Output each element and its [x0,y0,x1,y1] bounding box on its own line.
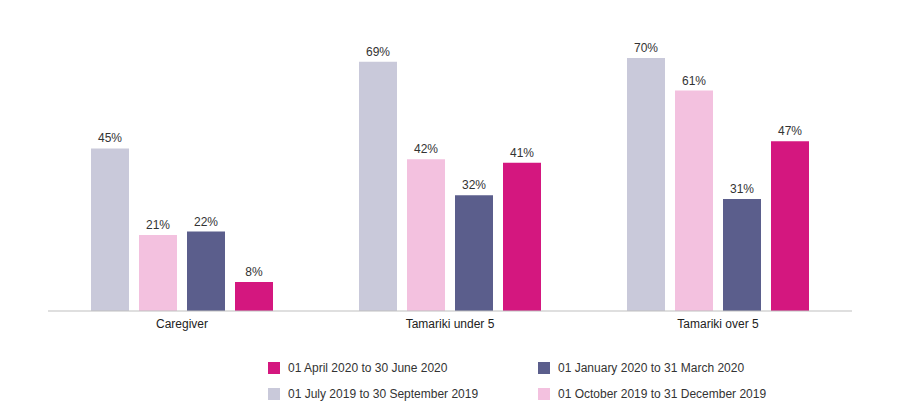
svg-text:8%: 8% [245,265,263,279]
svg-text:Caregiver: Caregiver [156,317,208,331]
html-text:01 January 2020 to 31 March 20: 01 January 2020 to 31 March 2020 [558,361,745,375]
svg-text:69%: 69% [366,45,390,59]
svg-text:45%: 45% [98,131,122,145]
html-text:01 July 2019 to 30 September 2: 01 July 2019 to 30 September 2019 [288,387,479,401]
svg-text:21%: 21% [146,218,170,232]
svg-text:61%: 61% [682,74,706,88]
svg-text:Tamariki under 5: Tamariki under 5 [406,317,495,331]
svg-text:70%: 70% [634,41,658,55]
html-text:01 April 2020 to 30 June 2020: 01 April 2020 to 30 June 2020 [288,361,448,375]
svg-text:41%: 41% [510,146,534,160]
svg-text:42%: 42% [414,142,438,156]
svg-text:22%: 22% [194,215,218,229]
svg-text:32%: 32% [462,178,486,192]
svg-text:Tamariki over 5: Tamariki over 5 [677,317,759,331]
html-text:01 October 2019 to 31 December: 01 October 2019 to 31 December 2019 [558,387,767,401]
svg-text:31%: 31% [730,182,754,196]
svg-text:47%: 47% [778,124,802,138]
